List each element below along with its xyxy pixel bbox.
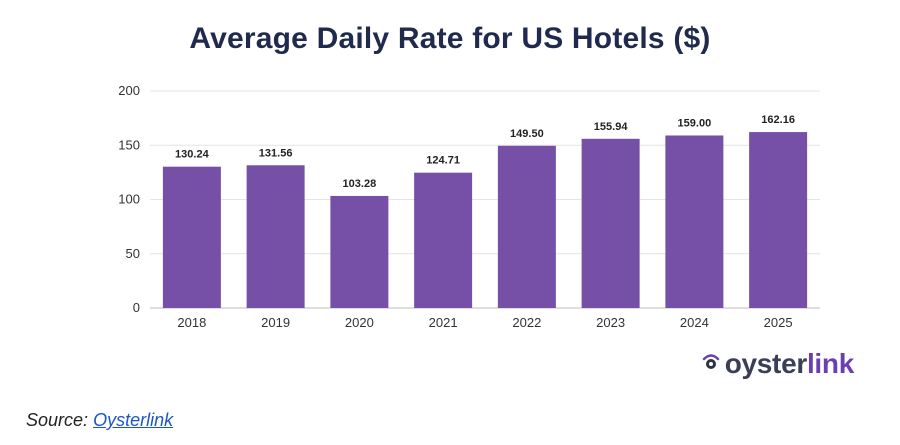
x-tick-label: 2023 — [596, 315, 625, 330]
source-link[interactable]: Oysterlink — [93, 410, 174, 430]
bar-2025 — [749, 132, 808, 308]
chart-title: Average Daily Rate for US Hotels ($) — [189, 22, 711, 55]
bar-2023 — [581, 138, 640, 308]
x-axis-ticks: 2018 2019 2020 2021 2022 2023 2024 2025 — [177, 315, 792, 330]
brand-prefix: oyster — [724, 348, 808, 379]
x-tick-label: 2020 — [345, 315, 374, 330]
bar-2022 — [497, 145, 556, 308]
brand-suffix: link — [806, 348, 854, 379]
y-tick-label: 150 — [118, 137, 140, 152]
bar-2024 — [665, 135, 724, 308]
data-label: 130.24 — [175, 149, 210, 161]
data-label: 124.71 — [426, 155, 460, 167]
x-tick-label: 2021 — [429, 315, 458, 330]
x-tick-label: 2022 — [512, 315, 541, 330]
y-tick-label: 200 — [118, 83, 140, 98]
oysterlink-logo: oysterlink — [701, 348, 854, 380]
source-note: Source: Oysterlink — [26, 410, 173, 431]
bar-2021 — [414, 172, 473, 308]
data-label: 162.16 — [761, 114, 795, 126]
data-label: 159.00 — [678, 117, 712, 129]
data-label: 149.50 — [510, 128, 544, 140]
source-label: Source: — [26, 410, 89, 430]
y-tick-label: 50 — [126, 246, 140, 261]
x-tick-label: 2019 — [261, 315, 290, 330]
bar-2020 — [330, 195, 389, 308]
data-label: 155.94 — [594, 121, 629, 133]
data-labels: 130.24 131.56 103.28 124.71 149.50 155.94 159.… — [175, 114, 795, 190]
data-label: 103.28 — [343, 178, 377, 190]
x-tick-label: 2018 — [177, 315, 206, 330]
y-tick-label: 100 — [118, 192, 140, 207]
x-tick-label: 2024 — [680, 315, 709, 330]
y-axis-ticks: 0 50 100 150 200 — [118, 83, 140, 315]
bar-2019 — [246, 165, 305, 308]
bar-2018 — [162, 166, 221, 308]
oyster-icon — [702, 354, 719, 369]
x-tick-label: 2025 — [764, 315, 793, 330]
y-tick-label: 0 — [133, 300, 140, 315]
bars — [162, 132, 808, 308]
data-label: 131.56 — [259, 147, 293, 159]
